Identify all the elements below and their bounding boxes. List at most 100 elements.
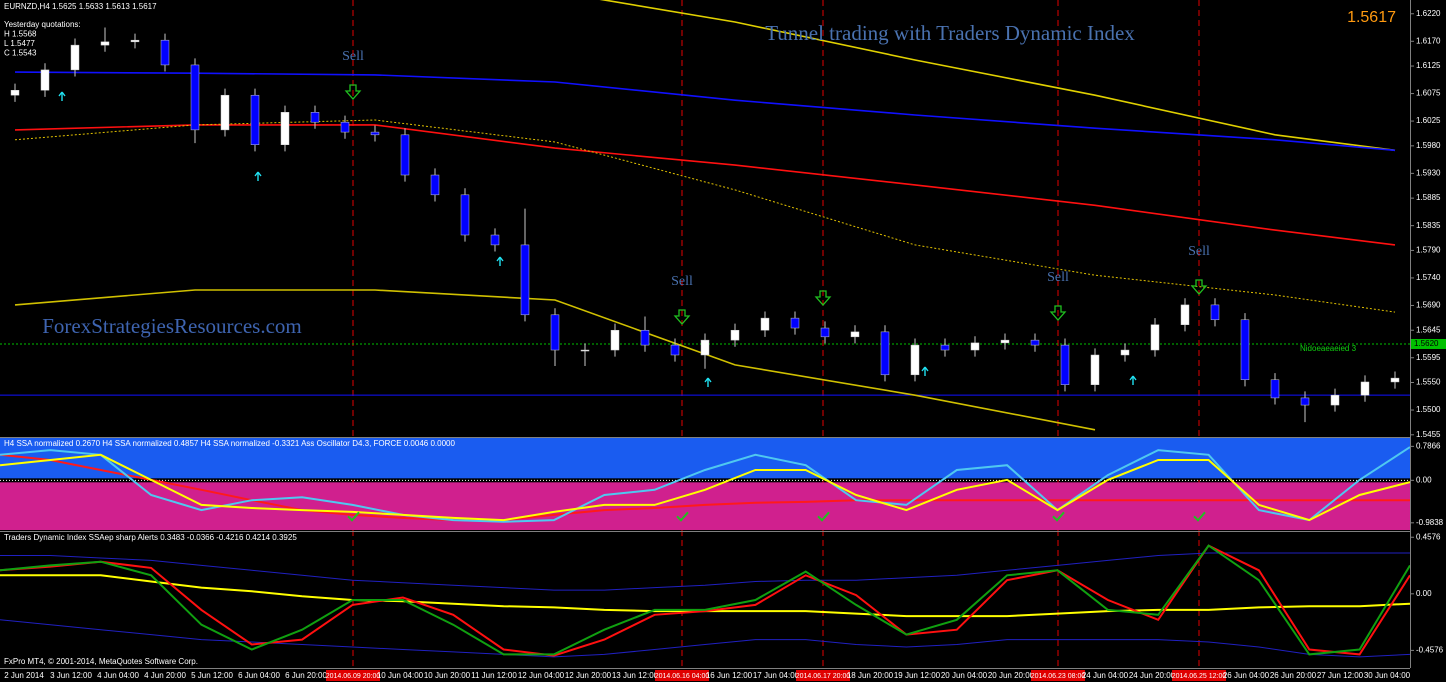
time-label: 24 Jun 04:00 [1082, 671, 1129, 680]
signal-label: Sell [671, 274, 693, 289]
y-tick-label: 1.6025 [1416, 116, 1441, 125]
time-label: 24 Jun 20:00 [1129, 671, 1176, 680]
candle-body [400, 134, 410, 176]
time-label: 2 Jun 2014 [4, 671, 44, 680]
candle-body [1300, 397, 1310, 406]
y-tick-label: 1.6170 [1416, 36, 1441, 45]
candle-body [340, 121, 350, 133]
y-tick-label: 1.5455 [1416, 430, 1441, 439]
time-label: 12 Jun 04:00 [518, 671, 565, 680]
ssa-header: H4 SSA normalized 0.2670 H4 SSA normaliz… [4, 439, 455, 448]
time-label: 30 Jun 04:00 [1364, 671, 1411, 680]
oscillator-line [0, 453, 1410, 522]
tdi-line [0, 552, 1410, 591]
candle-body [1330, 394, 1340, 406]
y-tick-label: 1.6125 [1416, 61, 1441, 70]
yesterday-quote: C 1.5543 [4, 49, 37, 58]
candle-body [1030, 339, 1040, 346]
candle-body [1210, 304, 1220, 321]
oscillator-line [0, 453, 1410, 522]
y-tick-label: 0.00 [1416, 589, 1432, 598]
candle-body [1180, 304, 1190, 325]
candle-body [1000, 339, 1010, 344]
moving-average [14, 71, 1396, 152]
time-label-highlight [326, 670, 380, 681]
y-tick-label: 1.6220 [1416, 9, 1441, 18]
y-tick-label: 1.6075 [1416, 89, 1441, 98]
time-label: 11 Jun 12:00 [471, 671, 517, 680]
y-tick-label: 1.5690 [1416, 301, 1441, 310]
time-label: 2014.06.25 12:00 [1172, 673, 1227, 680]
time-label: 4 Jun 20:00 [144, 671, 186, 680]
yesterday-quote: Yesterday quotations: [4, 20, 81, 29]
y-tick-label: 1.5645 [1416, 325, 1441, 334]
candle-body [520, 244, 530, 316]
side-note: Nidoeaeaeied 3 [1300, 344, 1357, 353]
candle-body [100, 41, 110, 46]
tdi-line [0, 544, 1410, 657]
time-label: 6 Jun 20:00 [285, 671, 327, 680]
time-label: 20 Jun 20:00 [988, 671, 1035, 680]
time-label-highlight [1031, 670, 1085, 681]
candle-body [850, 331, 860, 338]
candle-body [1270, 379, 1280, 399]
y-tick-label: -0.9838 [1416, 518, 1444, 527]
candle-body [1360, 381, 1370, 396]
signal-label: Sell [342, 49, 364, 64]
candle-body [550, 314, 560, 351]
price-label: 1.5620 [1414, 339, 1439, 348]
oscillator-line [0, 446, 1410, 523]
time-label: 20 Jun 04:00 [941, 671, 988, 680]
time-label: 10 Jun 20:00 [424, 671, 471, 680]
candle-body [250, 94, 260, 145]
symbol-line: EURNZD,H4 1.5625 1.5633 1.5613 1.5617 [4, 2, 157, 11]
y-tick-label: 1.5595 [1416, 353, 1441, 362]
up-arrow [58, 91, 66, 101]
y-tick-label: 1.5930 [1416, 168, 1441, 177]
candle-body [10, 90, 20, 96]
check-mark [817, 511, 830, 522]
up-arrow [921, 366, 929, 376]
candle-body [1390, 377, 1400, 383]
copyright: FxPro MT4, © 2001-2014, MetaQuotes Softw… [4, 657, 198, 666]
candle-body [280, 112, 290, 145]
time-label: 5 Jun 12:00 [191, 671, 233, 680]
candle-body [820, 327, 830, 338]
up-arrow [496, 256, 504, 266]
candle-body [580, 349, 590, 352]
candle-body [1120, 349, 1130, 356]
candle-body [1150, 324, 1160, 351]
time-label: 3 Jun 12:00 [50, 671, 92, 680]
signal-arrow [344, 84, 362, 100]
time-label: 12 Jun 20:00 [565, 671, 612, 680]
candle-body [430, 174, 440, 196]
time-label: 18 Jun 20:00 [847, 671, 894, 680]
moving-average [599, 0, 1396, 152]
candle-body [1060, 344, 1070, 385]
time-label-highlight [655, 670, 709, 681]
check-mark [676, 511, 689, 522]
y-tick-label: 1.5740 [1416, 273, 1441, 282]
candle-body [490, 234, 500, 246]
time-label: 2014.06.23 08:00 [1031, 673, 1086, 680]
y-tick-label: 0.7866 [1416, 441, 1441, 450]
time-label: 13 Jun 12:00 [612, 671, 659, 680]
y-tick-label: 1.5980 [1416, 141, 1441, 150]
moving-average [14, 289, 1096, 431]
candle-body [190, 64, 200, 131]
candle-body [40, 69, 50, 91]
tdi-header: Traders Dynamic Index SSAep sharp Alerts… [4, 533, 297, 542]
tdi-line [0, 544, 1410, 656]
time-label: 26 Jun 20:00 [1270, 671, 1317, 680]
yesterday-quote: H 1.5568 [4, 30, 37, 39]
candle-body [880, 331, 890, 376]
time-label: 16 Jun 12:00 [706, 671, 753, 680]
time-label-highlight [1172, 670, 1226, 681]
chart-title: Tunnel trading with Traders Dynamic Inde… [765, 21, 1135, 45]
y-tick-label: -0.4576 [1416, 646, 1444, 655]
candle-body [460, 194, 470, 236]
signal-arrow [1049, 305, 1067, 321]
yesterday-quote: L 1.5477 [4, 39, 35, 48]
